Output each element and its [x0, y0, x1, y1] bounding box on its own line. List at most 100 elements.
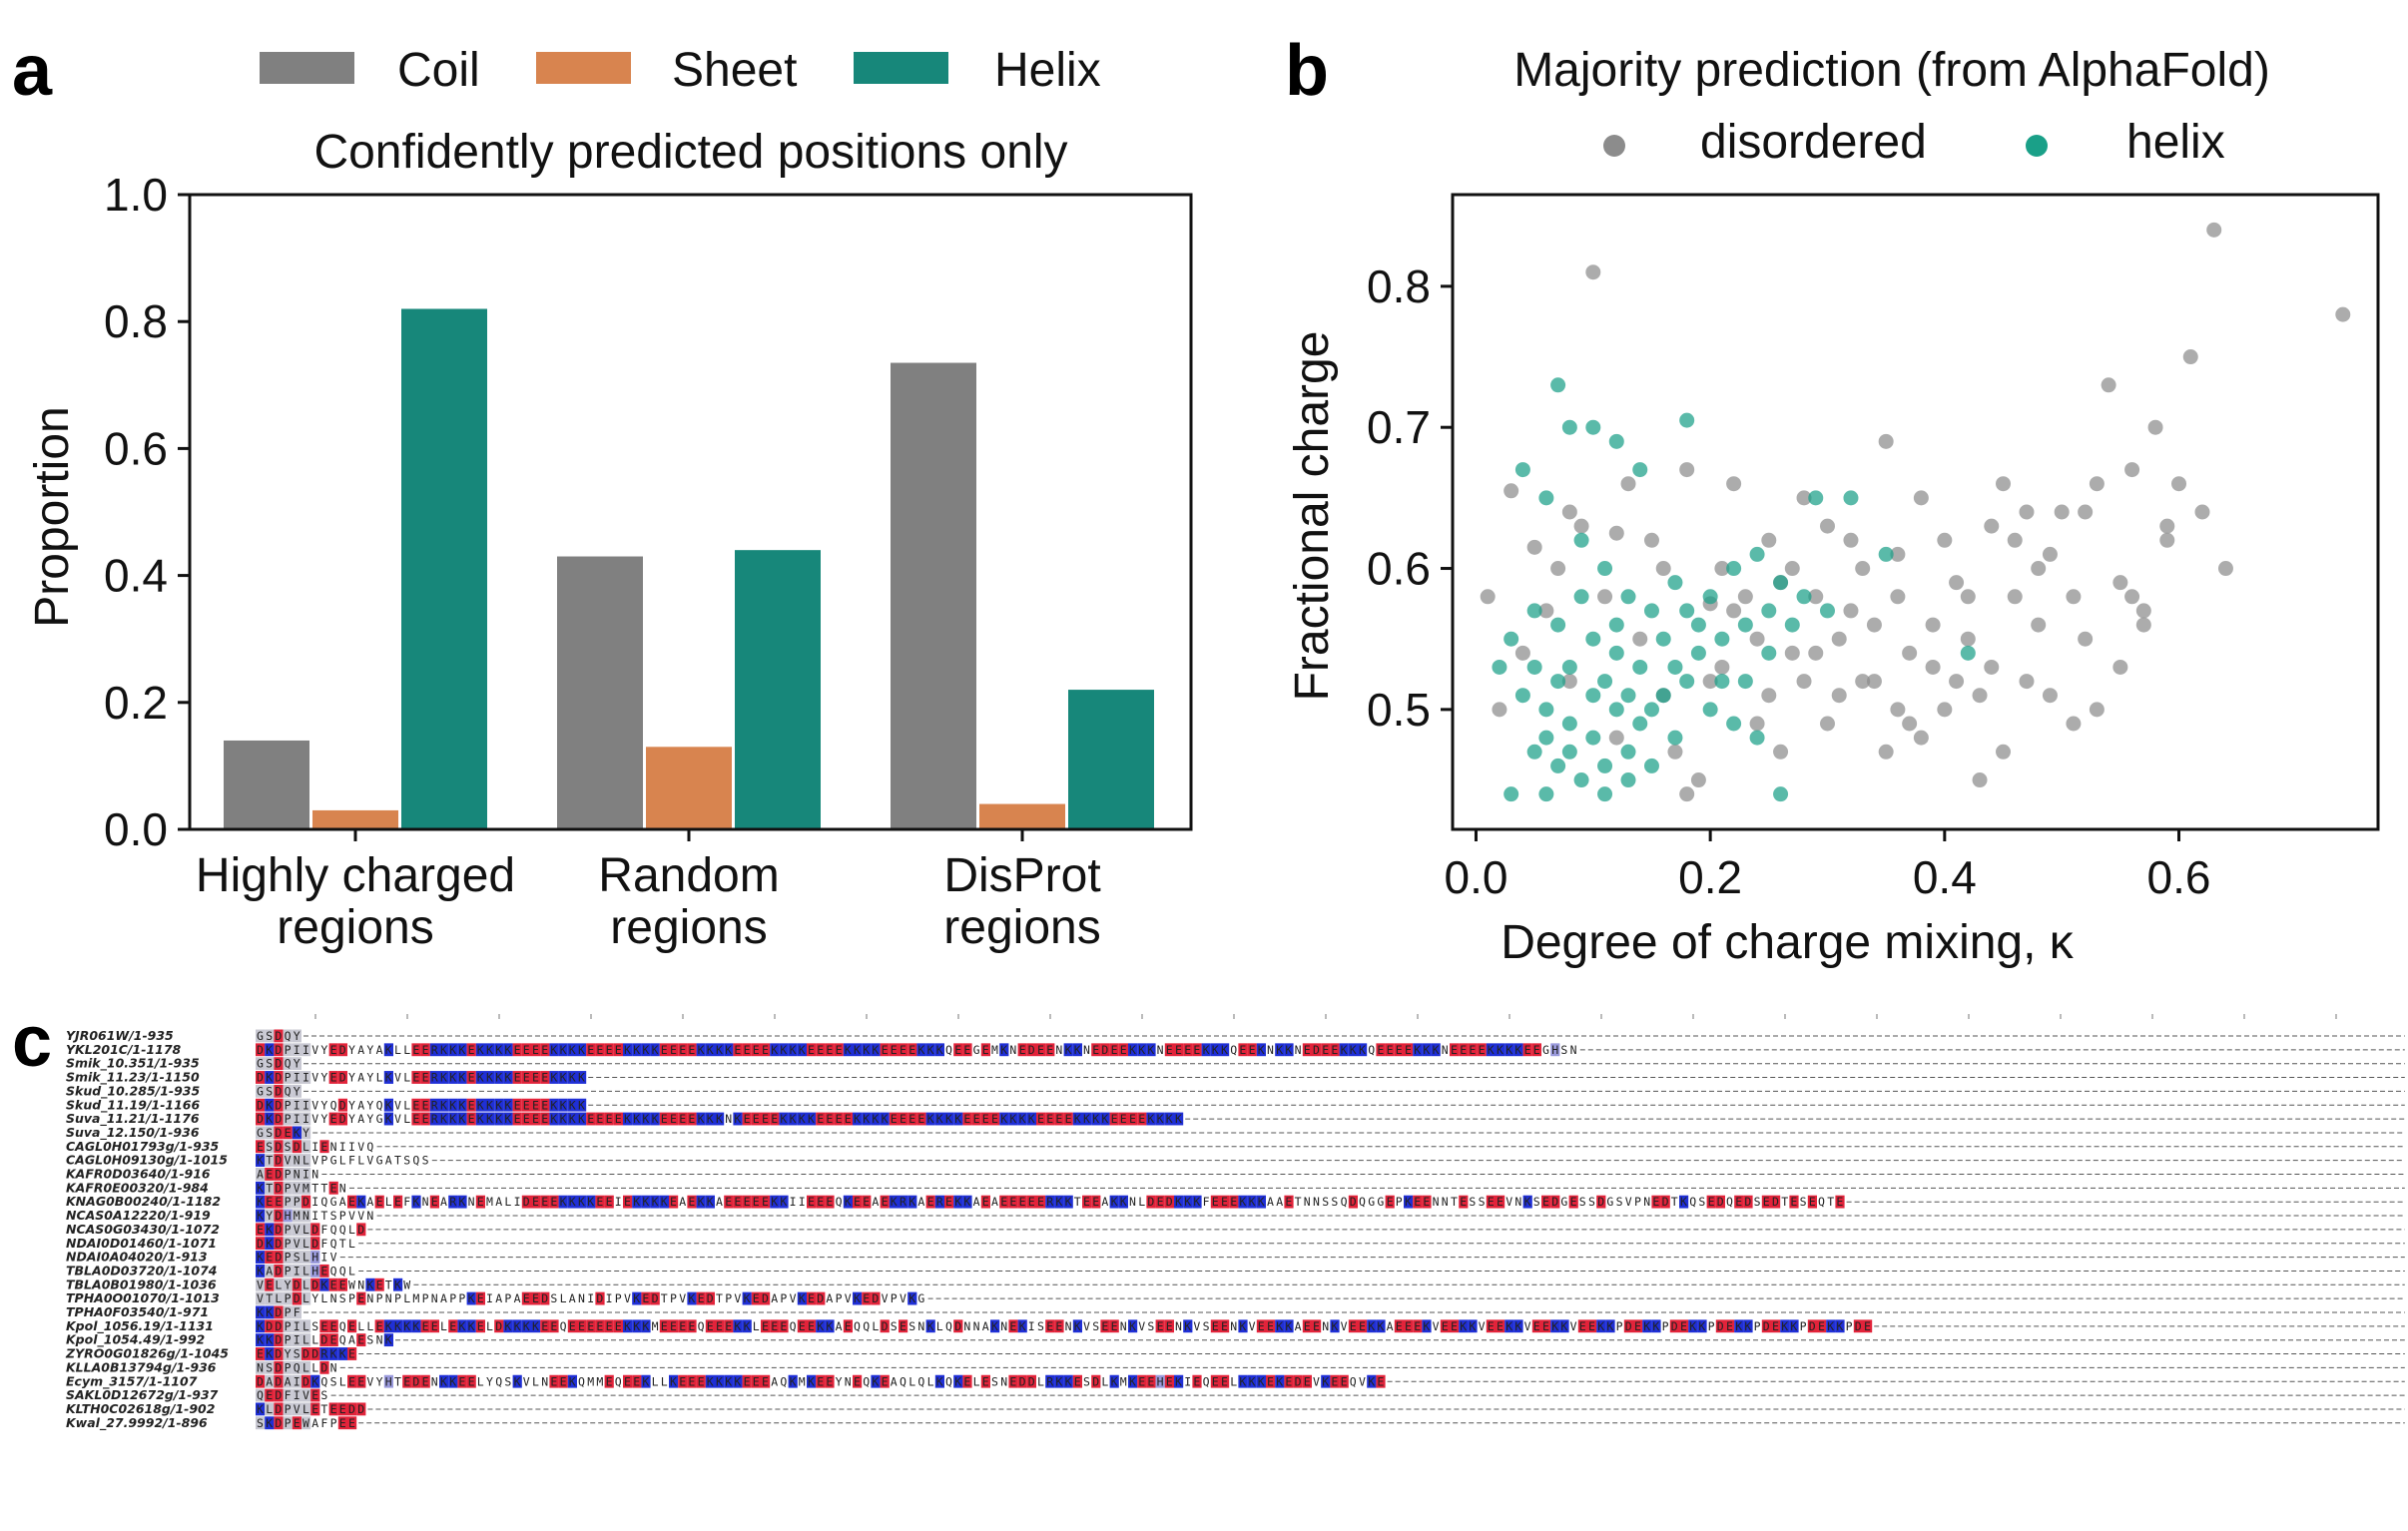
residue: N — [302, 1209, 309, 1223]
residue: K — [477, 1043, 484, 1057]
residue: H — [311, 1264, 318, 1277]
residue-cell — [567, 1071, 577, 1084]
residue: K — [458, 1043, 465, 1057]
residue: T — [661, 1291, 668, 1305]
y-tick-label: 0.5 — [1367, 684, 1431, 736]
residue: L — [403, 1043, 410, 1057]
residue-cell — [1669, 1319, 1679, 1333]
residue-cell — [347, 1319, 357, 1333]
residue: N — [1157, 1043, 1164, 1057]
residue: G — [1560, 1195, 1567, 1209]
residue-cell — [328, 1043, 338, 1057]
residue-cell — [457, 1098, 467, 1112]
residue-cell — [256, 1126, 266, 1140]
residue: L — [1138, 1195, 1145, 1209]
residue: P — [376, 1291, 383, 1305]
residue: I — [294, 1374, 301, 1388]
residue-cell — [632, 1043, 642, 1057]
residue: D — [275, 1237, 282, 1251]
residue: I — [294, 1319, 301, 1333]
residue: L — [302, 1277, 309, 1291]
residue: D — [257, 1098, 264, 1112]
residue-cell — [1496, 1319, 1505, 1333]
point-helix — [1655, 631, 1671, 647]
residue: D — [275, 1251, 282, 1265]
residue-cell — [779, 1195, 789, 1209]
point-disordered — [1784, 645, 1800, 661]
residue-cell — [1450, 1043, 1460, 1057]
residue-cell — [962, 1112, 972, 1126]
residue-cell — [715, 1319, 725, 1333]
residue-cell — [1155, 1319, 1165, 1333]
residue: E — [431, 1195, 438, 1209]
residue-cell — [779, 1319, 789, 1333]
residue-cell — [521, 1291, 531, 1305]
residue: E — [771, 1112, 778, 1126]
residue: N — [366, 1209, 373, 1223]
residue: E — [688, 1374, 695, 1388]
residue: L — [753, 1319, 760, 1333]
residue: K — [1203, 1043, 1210, 1057]
residue: E — [808, 1319, 815, 1333]
residue-cell — [383, 1112, 393, 1126]
residue-cell — [319, 1264, 329, 1277]
residue: A — [917, 1195, 924, 1209]
residue-cell — [256, 1071, 266, 1084]
residue: K — [854, 1291, 861, 1305]
residue: K — [1147, 1112, 1154, 1126]
point-helix — [1643, 758, 1659, 773]
residue: E — [826, 1112, 833, 1126]
residue: E — [1497, 1319, 1504, 1333]
residue: K — [412, 1195, 419, 1209]
residue-cell — [925, 1043, 935, 1057]
residue: K — [1524, 1195, 1531, 1209]
residue-cell — [283, 1264, 293, 1277]
residue: K — [1101, 1112, 1108, 1126]
residue: I — [587, 1291, 594, 1305]
residue: N — [1322, 1319, 1329, 1333]
point-helix — [1573, 589, 1589, 605]
residue: D — [339, 1071, 346, 1085]
residue: K — [1689, 1319, 1696, 1333]
point-helix — [1819, 603, 1835, 619]
residue: Q — [1818, 1195, 1825, 1209]
residue: A — [339, 1195, 346, 1209]
residue: E — [1019, 1195, 1026, 1209]
residue: L — [661, 1374, 668, 1388]
y-tick-label: 0.8 — [104, 295, 168, 347]
point-disordered — [1949, 674, 1965, 690]
residue-cell — [1651, 1319, 1661, 1333]
residue: K — [633, 1291, 640, 1305]
residue: K — [927, 1112, 934, 1126]
residue-cell — [1505, 1043, 1514, 1057]
residue: F — [294, 1305, 301, 1319]
residue: S — [504, 1374, 511, 1388]
residue-cell — [1146, 1195, 1156, 1209]
residue: V — [1341, 1319, 1348, 1333]
residue: A — [826, 1291, 833, 1305]
residue-cell — [274, 1071, 284, 1084]
residue: K — [385, 1071, 392, 1085]
residue: A — [266, 1264, 273, 1277]
residue: P — [1846, 1319, 1853, 1333]
residue-cell — [705, 1319, 715, 1333]
residue: P — [285, 1360, 292, 1374]
residue-cell — [274, 1333, 284, 1347]
residue: E — [1488, 1195, 1495, 1209]
residue: P — [285, 1251, 292, 1265]
residue: F — [285, 1388, 292, 1402]
residue: K — [698, 1195, 705, 1209]
residue: K — [257, 1209, 264, 1223]
residue: T — [320, 1402, 327, 1416]
residue: D — [1763, 1319, 1770, 1333]
residue: E — [688, 1319, 695, 1333]
residue: N — [366, 1291, 373, 1305]
residue-cell — [301, 1291, 311, 1305]
residue-cell — [1210, 1043, 1220, 1057]
residue: E — [348, 1347, 355, 1361]
residue: Y — [486, 1374, 493, 1388]
